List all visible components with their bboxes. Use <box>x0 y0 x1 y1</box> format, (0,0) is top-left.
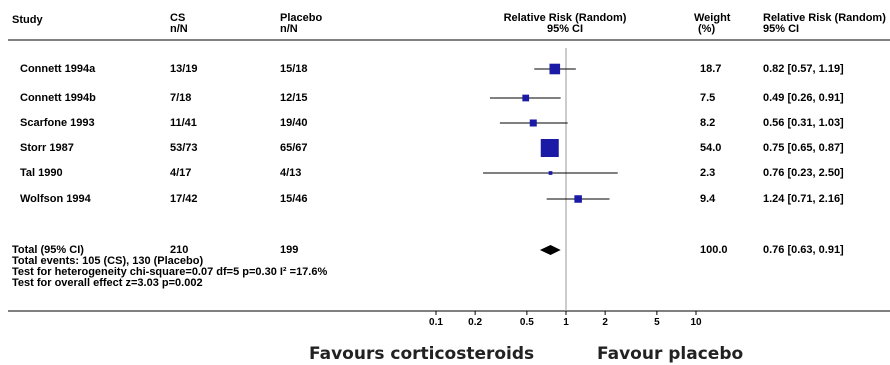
header-placebo-sub: n/N <box>280 23 298 35</box>
study-weight: 18.7 <box>700 63 722 75</box>
study-cs: 13/19 <box>170 63 198 75</box>
header-rr-sub: 95% CI <box>546 23 584 35</box>
effect-marker <box>574 195 582 203</box>
study-weight: 2.3 <box>700 167 716 179</box>
study-placebo: 12/15 <box>280 92 308 104</box>
study-placebo: 65/67 <box>280 142 308 154</box>
study-cs: 11/41 <box>170 117 197 129</box>
header-weight-sub: (%) <box>698 23 716 35</box>
x-tick-label: 0.2 <box>468 317 482 328</box>
study-cs: 7/18 <box>170 92 192 104</box>
favours-right-label: Favour placebo <box>597 344 744 364</box>
total-ci: 0.76 [0.63, 0.91] <box>763 244 844 256</box>
x-tick-label: 2 <box>602 317 608 328</box>
study-ci: 0.76 [0.23, 2.50] <box>763 167 844 179</box>
x-tick-label: 5 <box>654 317 660 328</box>
study-weight: 9.4 <box>700 193 716 205</box>
study-placebo: 15/18 <box>280 63 308 75</box>
x-tick-label: 10 <box>690 317 702 328</box>
study-ci: 0.49 [0.26, 0.91] <box>763 92 844 104</box>
header-weight: Weight <box>694 12 731 24</box>
study-weight: 7.5 <box>700 92 716 104</box>
effect-marker <box>540 138 559 158</box>
x-tick-label: 0.1 <box>429 317 443 328</box>
study-ci: 0.56 [0.31, 1.03] <box>763 117 844 129</box>
favours-left-label: Favours corticosteroids <box>309 344 535 364</box>
study-placebo: 15/46 <box>280 193 308 205</box>
forest-plot: 0.1 0.2 0.5 1 2 5 10 <box>8 39 890 328</box>
footnote-events: Total events: 105 (CS), 130 (Placebo) <box>12 255 204 267</box>
header-cs: CS <box>170 12 186 24</box>
header-rr-values: Relative Risk (Random) <box>763 12 886 24</box>
study-placebo: 19/40 <box>280 117 308 129</box>
study-name: Storr 1987 <box>20 142 74 154</box>
total-placebo: 199 <box>280 244 299 256</box>
x-tick-label: 0.5 <box>520 317 534 328</box>
total-cs: 210 <box>170 244 189 256</box>
study-name: Scarfone 1993 <box>20 117 95 129</box>
x-tick-label: 1 <box>563 317 569 328</box>
study-weight: 8.2 <box>700 117 716 129</box>
study-ci: 0.75 [0.65, 0.87] <box>763 142 844 154</box>
effect-marker <box>549 63 561 75</box>
study-name: Wolfson 1994 <box>20 193 91 205</box>
effect-marker <box>548 171 553 175</box>
total-weight: 100.0 <box>700 244 728 256</box>
study-ci: 1.24 [0.71, 2.16] <box>763 193 844 205</box>
study-placebo: 4/13 <box>280 167 302 179</box>
footnote-heterogeneity: Test for heterogeneity chi-square=0.07 d… <box>12 266 328 278</box>
study-name: Connett 1994b <box>20 92 96 104</box>
header-placebo: Placebo <box>280 12 323 24</box>
study-cs: 53/73 <box>170 142 198 154</box>
header-cs-sub: n/N <box>170 23 188 35</box>
effect-marker <box>522 94 530 102</box>
study-name: Connett 1994a <box>20 63 96 75</box>
study-cs: 17/42 <box>170 193 198 205</box>
header-study: Study <box>12 14 43 26</box>
total-label: Total (95% CI) <box>12 244 84 256</box>
study-name: Tal 1990 <box>20 167 63 179</box>
effect-marker <box>529 119 537 127</box>
header-rr: Relative Risk (Random) <box>503 12 627 24</box>
total-diamond <box>539 245 561 255</box>
footnote-overall-effect: Test for overall effect z=3.03 p=0.002 <box>12 277 203 289</box>
header-rr-values-sub: 95% CI <box>763 23 800 35</box>
study-weight: 54.0 <box>700 142 722 154</box>
study-ci: 0.82 [0.57, 1.19] <box>763 63 844 75</box>
study-cs: 4/17 <box>170 167 192 179</box>
